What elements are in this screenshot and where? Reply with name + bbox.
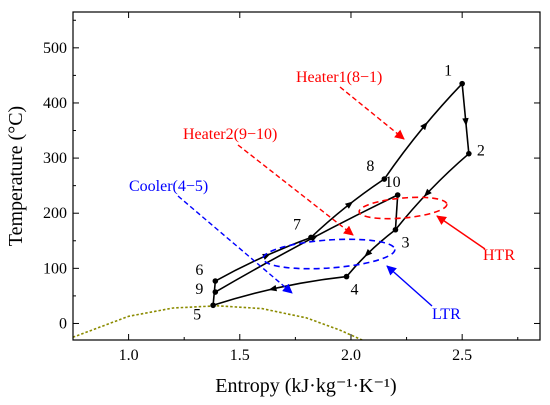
annotation-htr: HTR (483, 247, 515, 264)
state-point-8 (381, 176, 388, 182)
state-point-3 (392, 226, 399, 233)
state-point-1 (459, 80, 465, 87)
state-point-label-1: 1 (444, 63, 452, 80)
y-tick-label: 200 (43, 205, 67, 222)
direction-arrow-6-7 (262, 253, 271, 260)
process-line-9-10 (214, 194, 399, 293)
direction-arrow-4-5 (268, 284, 278, 292)
direction-arrow-7-8 (344, 201, 354, 209)
heater2-leader (237, 144, 354, 236)
direction-arrow-1-2 (462, 117, 469, 127)
annotation-heater1: Heater1(8−1) (296, 69, 382, 86)
cooler-leader (177, 195, 293, 294)
plot-frame (72, 11, 541, 341)
state-point-4 (343, 273, 350, 280)
x-tick-label: 2.0 (341, 347, 361, 364)
htr-leader (436, 215, 486, 250)
y-tick-label: 400 (43, 95, 67, 112)
ltr-ellipse (262, 238, 396, 270)
state-point-7 (308, 234, 314, 241)
x-tick-label: 1.5 (230, 347, 250, 364)
state-point-label-5: 5 (193, 306, 201, 323)
annotation-heater2: Heater2(9−10) (183, 126, 277, 143)
y-tick-label: 0 (59, 315, 67, 332)
annotation-cooler: Cooler(4−5) (129, 178, 208, 195)
htr-ellipse (358, 196, 448, 220)
saturation-curve (73, 304, 363, 340)
process-line-7-8 (310, 178, 385, 239)
state-point-label-9: 9 (195, 281, 203, 298)
state-point-label-6: 6 (195, 262, 203, 279)
process-line-2-3 (394, 153, 470, 231)
state-point-10 (394, 192, 401, 198)
direction-arrow-8-1 (420, 121, 428, 131)
x-tick-label: 1.0 (119, 347, 139, 364)
state-point-label-10: 10 (385, 174, 401, 191)
state-point-label-3: 3 (401, 235, 409, 252)
y-axis-title: Temperature (°C) (5, 106, 27, 246)
annotation-ltr: LTR (432, 306, 461, 323)
state-point-label-2: 2 (477, 143, 485, 160)
y-tick-label: 300 (43, 150, 67, 167)
process-line-8-1 (383, 83, 463, 180)
state-point-label-7: 7 (293, 216, 301, 233)
state-point-9 (212, 289, 219, 295)
state-point-2 (466, 150, 472, 157)
y-tick-label: 500 (43, 40, 67, 57)
direction-arrow-2-3 (423, 188, 432, 197)
direction-arrow-3-4 (364, 249, 373, 257)
state-point-5 (210, 302, 216, 309)
state-point-label-4: 4 (351, 282, 359, 299)
y-tick-label: 100 (43, 260, 67, 277)
state-point-6 (212, 278, 219, 284)
process-line-10-3 (394, 194, 399, 230)
x-tick-label: 2.5 (452, 347, 472, 364)
state-point-label-8: 8 (366, 158, 374, 175)
process-line-4-5 (212, 275, 347, 307)
heater1-leader (339, 86, 405, 140)
x-axis-title: Entropy (kJ·kg⁻¹·K⁻¹) (215, 375, 396, 397)
process-line-6-7 (214, 236, 312, 282)
ltr-leader (386, 265, 433, 307)
